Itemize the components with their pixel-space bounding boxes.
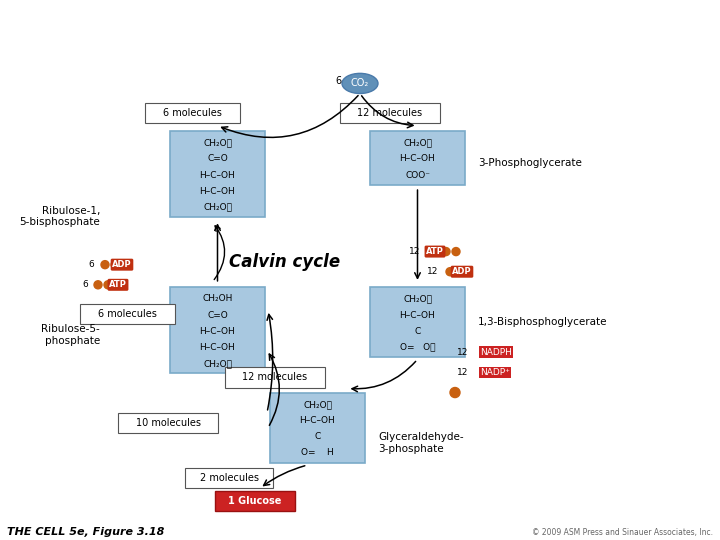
Text: 6: 6 — [335, 77, 341, 86]
Text: CH₂OⒿ: CH₂OⒿ — [203, 203, 232, 212]
Bar — [145, 103, 240, 123]
Text: ADP: ADP — [452, 267, 472, 276]
Text: CH₂OⒿ: CH₂OⒿ — [203, 138, 232, 147]
Text: H–C–OH: H–C–OH — [300, 416, 336, 425]
Text: 12: 12 — [427, 267, 438, 276]
Text: Calvin cycle: Calvin cycle — [230, 253, 341, 271]
Text: NADP⁺: NADP⁺ — [480, 368, 510, 377]
Ellipse shape — [342, 73, 378, 93]
Circle shape — [101, 261, 109, 269]
Bar — [225, 367, 325, 388]
Text: 12: 12 — [456, 348, 468, 357]
Circle shape — [114, 281, 122, 289]
Text: 3-Phosphoglycerate: 3-Phosphoglycerate — [478, 158, 582, 168]
Bar — [170, 287, 265, 374]
Text: H–C–OH: H–C–OH — [199, 327, 235, 336]
Text: Ribulose-1,
5-bisphosphate: Ribulose-1, 5-bisphosphate — [19, 206, 100, 227]
Text: 6: 6 — [82, 280, 88, 289]
Text: C: C — [415, 327, 420, 336]
Text: Glyceraldehyde-
3-phosphate: Glyceraldehyde- 3-phosphate — [378, 432, 464, 454]
Text: CH₂OⒿ: CH₂OⒿ — [403, 138, 432, 147]
Text: 12 molecules: 12 molecules — [243, 373, 307, 382]
Bar — [80, 304, 175, 324]
Circle shape — [456, 268, 464, 276]
Circle shape — [442, 247, 450, 255]
Circle shape — [450, 388, 460, 397]
Text: © 2009 ASM Press and Sinauer Associates, Inc.: © 2009 ASM Press and Sinauer Associates,… — [532, 528, 713, 537]
Text: H–C–OH: H–C–OH — [400, 154, 436, 164]
Text: 1,3-Bisphosphoglycerate: 1,3-Bisphosphoglycerate — [478, 317, 608, 327]
Text: ATP: ATP — [109, 280, 127, 289]
Bar — [118, 413, 218, 433]
Bar — [340, 103, 440, 123]
Text: Ribulose-5-
phosphate: Ribulose-5- phosphate — [41, 325, 100, 346]
Bar — [370, 287, 465, 357]
Text: H–C–OH: H–C–OH — [199, 171, 235, 180]
Text: H–C–OH: H–C–OH — [199, 343, 235, 352]
Bar — [170, 131, 265, 217]
Text: COO⁻: COO⁻ — [405, 171, 430, 180]
Circle shape — [446, 268, 454, 276]
Text: C: C — [315, 433, 320, 441]
Bar — [185, 468, 273, 488]
Text: CH₂OH: CH₂OH — [202, 294, 233, 303]
Text: 6 molecules: 6 molecules — [98, 309, 157, 319]
Bar — [370, 131, 465, 185]
Text: 10 molecules: 10 molecules — [135, 418, 200, 428]
Text: THE CELL 5e, Figure 3.18: THE CELL 5e, Figure 3.18 — [7, 527, 165, 537]
Text: H–C–OH: H–C–OH — [199, 187, 235, 195]
Text: CH₂OⒿ: CH₂OⒿ — [303, 400, 332, 409]
Bar — [215, 491, 295, 511]
Text: 2 molecules: 2 molecules — [199, 473, 258, 483]
Text: Figure 3.18  The Calvin cycle: Figure 3.18 The Calvin cycle — [6, 11, 206, 24]
Text: 12: 12 — [409, 247, 420, 256]
Text: CH₂OⒿ: CH₂OⒿ — [203, 359, 232, 368]
Text: C=O: C=O — [207, 154, 228, 164]
Text: O=   OⒿ: O= OⒿ — [400, 343, 436, 352]
Text: NADPH: NADPH — [480, 348, 512, 357]
Text: H–C–OH: H–C–OH — [400, 310, 436, 320]
Circle shape — [452, 247, 460, 255]
Text: 12 molecules: 12 molecules — [357, 107, 423, 118]
Text: O=    H: O= H — [301, 448, 334, 457]
Circle shape — [94, 281, 102, 289]
Circle shape — [432, 247, 440, 255]
Text: 12: 12 — [456, 368, 468, 377]
Text: C=O: C=O — [207, 310, 228, 320]
Circle shape — [104, 281, 112, 289]
Text: 6: 6 — [89, 260, 94, 269]
Text: ATP: ATP — [426, 247, 444, 256]
Text: ADP: ADP — [112, 260, 132, 269]
Text: CH₂OⒿ: CH₂OⒿ — [403, 294, 432, 303]
Text: 6 molecules: 6 molecules — [163, 107, 222, 118]
Circle shape — [111, 261, 119, 269]
Bar — [270, 393, 365, 463]
Text: CO₂: CO₂ — [351, 78, 369, 89]
Text: 1 Glucose: 1 Glucose — [228, 496, 282, 507]
